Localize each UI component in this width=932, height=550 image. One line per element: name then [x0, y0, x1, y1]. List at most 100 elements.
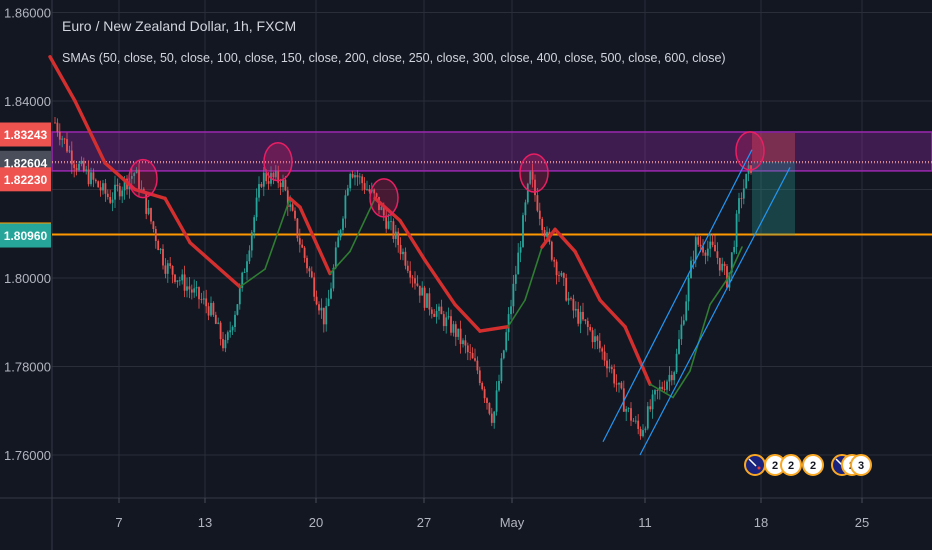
candles — [54, 117, 752, 440]
candle-body — [80, 160, 83, 164]
candle-body — [140, 188, 143, 191]
candle-body — [682, 320, 685, 325]
candle-body — [322, 307, 325, 325]
candle-body — [114, 184, 116, 200]
candle-body — [507, 314, 510, 333]
candle-body — [721, 263, 724, 271]
sma-indicator-legend[interactable]: SMAs (50, close, 50, close, 100, close, … — [62, 51, 726, 65]
candle-body — [387, 221, 390, 229]
candle-body — [94, 179, 97, 182]
candle-body — [704, 252, 707, 256]
candle-body — [130, 175, 133, 179]
candle-body — [490, 413, 493, 423]
candle-body — [176, 280, 179, 282]
candle-body — [560, 273, 563, 276]
candle-body — [78, 163, 80, 171]
candle-body — [466, 345, 469, 353]
candle-body — [649, 406, 652, 410]
candle-body — [483, 389, 486, 399]
candle-body — [133, 173, 136, 176]
candle-body — [162, 248, 164, 266]
candle-body — [519, 247, 522, 253]
candle-body — [608, 367, 611, 369]
candle-body — [224, 340, 227, 349]
candle-body — [418, 285, 421, 296]
x-tick-label: 13 — [198, 515, 212, 530]
candle-body — [166, 263, 169, 274]
price-badge-label: 1.83243 — [4, 128, 48, 142]
candle-body — [171, 265, 174, 275]
candle-body — [423, 287, 426, 308]
candle-body — [642, 430, 644, 437]
sma-segment — [329, 250, 351, 275]
candle-body — [298, 238, 301, 245]
candle-body — [414, 278, 416, 284]
candle-body — [164, 265, 167, 274]
candle-body — [99, 187, 102, 191]
candle-body — [344, 195, 347, 219]
candle-body — [320, 307, 323, 311]
sma-segment — [373, 196, 402, 223]
top-ellipse — [519, 153, 549, 193]
sma-segment — [540, 227, 557, 249]
sma-segment — [507, 299, 526, 328]
x-axis[interactable]: 7 13 20 27 May 11 18 25 — [115, 498, 869, 530]
candle-body — [246, 261, 248, 273]
candle-body — [154, 229, 157, 242]
candle-body — [325, 306, 328, 325]
candle-body — [159, 248, 162, 251]
candle-body — [486, 398, 488, 403]
candle-body — [73, 164, 76, 169]
sma-segment — [48, 55, 77, 103]
sma-segment — [163, 196, 192, 245]
candle-body — [152, 221, 155, 230]
channel-lower-line — [639, 167, 791, 456]
candle-body — [531, 171, 534, 180]
x-tick-label: 7 — [115, 515, 122, 530]
sma-segment — [453, 302, 482, 333]
candle-body — [135, 169, 138, 174]
event-count-marker — [802, 454, 824, 476]
y-axis[interactable]: 1.86000 1.84000 1.80000 1.78000 1.76000 1.832… — [0, 6, 51, 464]
candle-body — [306, 257, 308, 269]
candle-body — [740, 198, 743, 199]
candle-body — [546, 231, 548, 237]
candle-body — [54, 122, 56, 124]
candle-body — [656, 390, 659, 391]
top-ellipse — [263, 142, 293, 182]
candle-body — [358, 176, 361, 178]
candle-body — [536, 195, 539, 211]
candle-body — [618, 382, 620, 385]
candle-body — [346, 188, 349, 196]
candle-body — [601, 348, 604, 352]
candle-body — [118, 186, 121, 197]
candle-body — [397, 231, 400, 246]
candle-body — [202, 298, 205, 300]
candle-body — [310, 271, 313, 278]
candle-body — [339, 230, 342, 238]
sma-segment — [73, 99, 107, 165]
candle-body — [658, 386, 661, 391]
candle-body — [709, 241, 712, 249]
candle-body — [157, 241, 160, 251]
candle-body — [334, 247, 337, 268]
candle-body — [589, 326, 592, 331]
candle-body — [198, 287, 200, 300]
top-ellipse — [735, 131, 765, 171]
candle-body — [488, 402, 491, 414]
event-markers[interactable]: 22223 — [744, 454, 872, 476]
y-tick-label: 1.78000 — [4, 360, 51, 375]
chart-title[interactable]: Euro / New Zealand Dollar, 1h, FXCM — [62, 18, 297, 34]
candle-body — [116, 184, 119, 187]
candle-body — [723, 263, 726, 267]
price-badge-label: 1.82230 — [4, 173, 48, 187]
candle-body — [538, 210, 541, 219]
event-count-label: 2 — [788, 460, 794, 472]
candle-body — [106, 193, 109, 197]
candle-body — [337, 237, 340, 248]
candle-body — [637, 420, 640, 429]
candle-body — [579, 311, 582, 324]
candle-body — [212, 302, 215, 315]
event-count-marker — [850, 454, 872, 476]
